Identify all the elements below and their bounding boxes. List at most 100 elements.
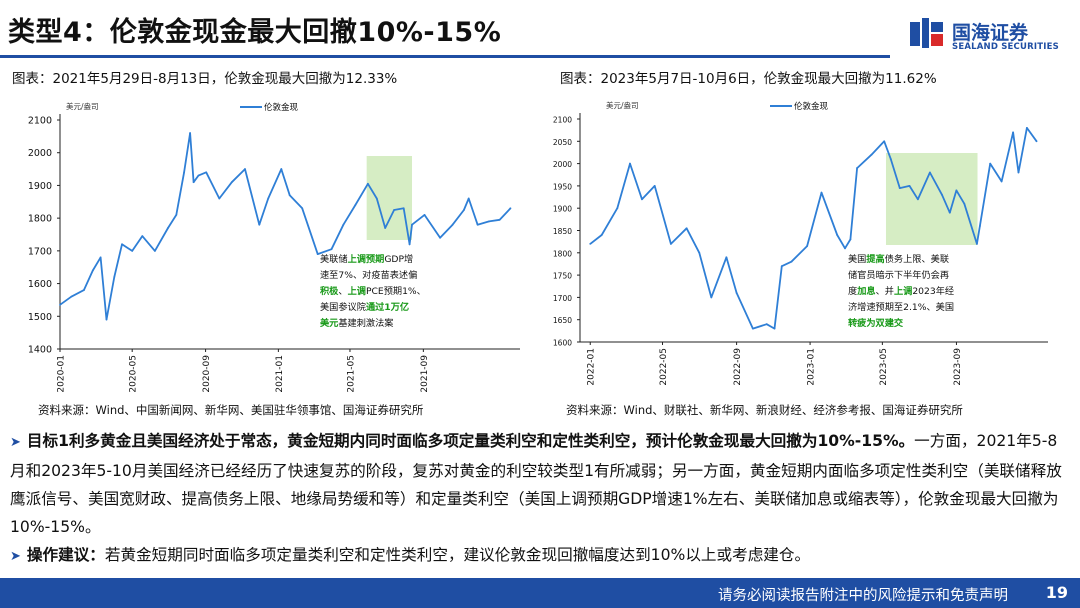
data-point: [616, 207, 619, 210]
data-point: [1035, 140, 1038, 143]
data-point: [641, 198, 643, 201]
data-point: [685, 227, 688, 230]
data-point: [941, 193, 943, 196]
data-point: [167, 227, 169, 229]
data-point: [856, 167, 858, 169]
y-tick-label: 1400: [28, 345, 52, 356]
data-point: [948, 211, 951, 214]
y-tick-label: 1700: [553, 294, 572, 303]
data-point: [205, 171, 208, 174]
x-tick-label: 2020-05: [129, 355, 139, 393]
data-point: [653, 185, 656, 187]
data-point: [267, 197, 270, 200]
data-point: [467, 197, 470, 200]
annotation-segment: 美元: [320, 317, 338, 329]
y-tick-label: 2000: [553, 160, 572, 169]
data-point: [870, 153, 873, 156]
data-point: [908, 185, 911, 187]
data-point: [280, 168, 283, 170]
body-text: ➤ 目标1利多黄金且美国经济处于常态，黄金短期内同时面临多项定量类利空和定性类利空…: [10, 427, 1072, 571]
data-point: [375, 197, 378, 200]
data-point: [192, 181, 195, 184]
data-point: [1017, 171, 1020, 174]
data-point: [790, 260, 793, 263]
x-tick-label: 2021-01: [275, 355, 285, 393]
data-point: [230, 181, 233, 184]
annotation-segment: 上调: [894, 285, 912, 297]
data-point: [898, 187, 901, 190]
data-point: [765, 323, 768, 326]
bullet-1-body: 一方面，2021年5-8月和2023年5-10月美国经济已经经历了快速复苏的阶段…: [10, 432, 1062, 536]
annotation-segment: 2023年经: [912, 285, 954, 297]
gold-price-line: [59, 132, 512, 321]
data-point: [710, 296, 713, 299]
footer-bar: 请务必阅读报告附注中的风险提示和免责声明 19: [0, 578, 1080, 608]
data-point: [989, 162, 992, 165]
annotation-segment: 通过1万亿: [366, 301, 409, 313]
x-tick-label: 2020-09: [202, 355, 212, 393]
y-tick-label: 2000: [28, 148, 52, 159]
x-tick-label: 2022-09: [733, 348, 743, 386]
annotation-segment: 上调预期: [348, 253, 385, 265]
x-tick-label: 2022-01: [587, 348, 597, 386]
brand-name-cn: 国海证券: [952, 22, 1029, 44]
sealand-logo-icon: [910, 18, 943, 48]
data-point: [498, 218, 501, 221]
y-tick-label: 1500: [28, 312, 52, 323]
annotation-segment: 提高: [866, 253, 884, 265]
y-tick-label: 1900: [28, 181, 52, 192]
bullet-2-body: 若黄金短期同时面临多项定量类利空和定性类利空，建议伦敦金现回撤幅度达到10%以上…: [104, 546, 811, 564]
footer-disclaimer: 请务必阅读报告附注中的风险提示和免责声明: [718, 588, 1008, 604]
data-point: [393, 209, 396, 211]
data-point: [316, 253, 319, 256]
y-tick-label: 1800: [28, 214, 52, 225]
y-tick-label: 1650: [553, 316, 572, 325]
data-point: [197, 174, 200, 177]
bullet-2: ➤ 操作建议：若黄金短期同时面临多项定量类利空和定性类利空，建议伦敦金现回撤幅度达…: [10, 541, 1072, 571]
left-gold-price-chart: 1400 1500 1600 1700 1800 1900 2000 2100 2020-01 2…: [28, 101, 520, 393]
event-annotation: 美国提高债务上限、美联储官员暗示下半年仍会再度加息、并上调2023年经济增速预期…: [848, 253, 954, 329]
gold-price-line: [589, 127, 1038, 330]
left-chart-caption: 图表：2021年5月29日-8月13日，伦敦金现最大回撤为12.33%: [12, 71, 398, 87]
data-point: [820, 191, 823, 194]
y-tick-label: 1700: [28, 246, 52, 257]
data-point: [153, 249, 156, 252]
x-tick-label: 2023-09: [953, 348, 963, 386]
y-tick-label: 1950: [553, 182, 572, 191]
x-tick-label: 2023-01: [807, 348, 817, 386]
data-point: [751, 327, 754, 330]
x-tick-label: 2021-09: [420, 355, 430, 393]
drawdown-highlight-box: [885, 153, 978, 245]
data-point: [451, 223, 454, 226]
y-tick-label: 2100: [28, 116, 52, 127]
data-point: [218, 197, 221, 200]
annotation-segment: PCE预期1%、: [366, 286, 426, 297]
annotation-segment: 济增速预期至2.1%、美国: [848, 301, 954, 313]
data-point: [70, 295, 73, 298]
data-point: [1012, 131, 1014, 134]
data-point: [476, 223, 479, 226]
data-point: [836, 234, 839, 236]
data-point: [1026, 127, 1028, 129]
annotation-segment: 债务上限、美联: [885, 253, 949, 265]
data-point: [384, 227, 387, 229]
data-point: [99, 256, 102, 259]
x-tick-label: 2020-01: [57, 355, 67, 393]
bullet-1-lead: 目标1利多黄金且美国经济处于常态，黄金短期内同时面临多项定量类利空和定性类利空，…: [26, 432, 915, 450]
data-point: [463, 209, 465, 211]
right-chart-caption: 图表：2023年5月7日-10月6日，伦敦金现最大回撤为11.62%: [560, 71, 937, 87]
data-point: [244, 168, 246, 170]
bullet-arrow-icon: ➤: [10, 435, 21, 450]
event-annotation: 美联储上调预期GDP增速至7%、对疫苗表述偏积极、上调PCE预期1%、美国参议院…: [320, 253, 426, 329]
data-point: [175, 213, 178, 216]
data-point: [979, 225, 981, 227]
data-point: [105, 318, 108, 321]
data-point: [82, 289, 85, 292]
annotation-segment: 、: [338, 286, 347, 297]
bullet-1: ➤ 目标1利多黄金且美国经济处于常态，黄金短期内同时面临多项定量类利空和定性类利空…: [10, 427, 1072, 541]
unit-label: 美元/盎司: [606, 100, 639, 110]
data-point: [423, 213, 426, 216]
data-point: [844, 247, 846, 250]
data-point: [629, 162, 631, 165]
brand-name-en: SEALAND SECURITIES: [952, 42, 1059, 52]
